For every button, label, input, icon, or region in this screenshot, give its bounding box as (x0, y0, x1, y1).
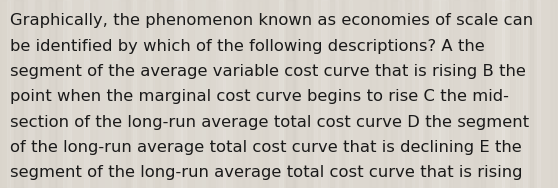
Bar (217, 0, 225, 188)
Bar (286, 0, 295, 188)
Bar (300, 0, 310, 188)
Bar (412, 0, 414, 188)
Bar (468, 0, 478, 188)
Bar (84, 0, 89, 188)
Bar (181, 0, 186, 188)
Bar (516, 0, 519, 188)
Bar (49, 0, 56, 188)
Bar (363, 0, 369, 188)
Bar (119, 0, 128, 188)
Bar (105, 0, 112, 188)
Bar (272, 0, 282, 188)
Bar (62, 0, 71, 188)
Bar (90, 0, 97, 188)
Bar (146, 0, 155, 188)
Text: be identified by which of the following descriptions? A the: be identified by which of the following … (10, 39, 485, 54)
Bar (314, 0, 318, 188)
Text: section of the long-run average total cost curve D the segment: section of the long-run average total co… (10, 115, 529, 130)
Bar (426, 0, 429, 188)
Bar (544, 0, 554, 188)
Bar (328, 0, 335, 188)
Bar (530, 0, 533, 188)
Bar (488, 0, 499, 188)
Bar (279, 0, 283, 188)
Bar (349, 0, 352, 188)
Bar (405, 0, 411, 188)
Bar (509, 0, 518, 188)
Bar (446, 0, 450, 188)
Bar (161, 0, 163, 188)
Bar (370, 0, 377, 188)
Bar (77, 0, 84, 188)
Bar (474, 0, 479, 188)
Bar (112, 0, 119, 188)
Bar (453, 0, 460, 188)
Bar (203, 0, 205, 188)
Text: of the long-run average total cost curve that is declining E the: of the long-run average total cost curve… (10, 140, 522, 155)
Text: segment of the long-run average total cost curve that is rising: segment of the long-run average total co… (10, 165, 522, 180)
Bar (321, 0, 329, 188)
Bar (189, 0, 194, 188)
Bar (418, 0, 422, 188)
Bar (126, 0, 130, 188)
Bar (209, 0, 217, 188)
Bar (167, 0, 174, 188)
Bar (293, 0, 297, 188)
Bar (384, 0, 386, 188)
Bar (391, 0, 401, 188)
Bar (432, 0, 440, 188)
Bar (397, 0, 403, 188)
Bar (56, 0, 66, 188)
Bar (265, 0, 268, 188)
Bar (28, 0, 35, 188)
Bar (195, 0, 205, 188)
Bar (523, 0, 527, 188)
Bar (7, 0, 10, 188)
Bar (133, 0, 136, 188)
Text: point when the marginal cost curve begins to rise C the mid-: point when the marginal cost curve begin… (10, 89, 509, 104)
Bar (460, 0, 469, 188)
Bar (502, 0, 509, 188)
Bar (258, 0, 263, 188)
Bar (341, 0, 344, 188)
Bar (42, 0, 45, 188)
Bar (70, 0, 72, 188)
Bar (223, 0, 232, 188)
Bar (335, 0, 338, 188)
Bar (153, 0, 160, 188)
Bar (21, 0, 27, 188)
Text: segment of the average variable cost curve that is rising B the: segment of the average variable cost cur… (10, 64, 526, 79)
Bar (174, 0, 182, 188)
Bar (14, 0, 23, 188)
Bar (98, 0, 104, 188)
Bar (377, 0, 383, 188)
Bar (440, 0, 448, 188)
Bar (0, 0, 9, 188)
Bar (140, 0, 148, 188)
Bar (35, 0, 41, 188)
Bar (230, 0, 233, 188)
Bar (496, 0, 503, 188)
Bar (481, 0, 485, 188)
Bar (537, 0, 541, 188)
Bar (251, 0, 257, 188)
Bar (551, 0, 556, 188)
Bar (307, 0, 311, 188)
Bar (244, 0, 251, 188)
Text: Graphically, the phenomenon known as economies of scale can: Graphically, the phenomenon known as eco… (10, 13, 533, 28)
Bar (237, 0, 243, 188)
Bar (356, 0, 363, 188)
